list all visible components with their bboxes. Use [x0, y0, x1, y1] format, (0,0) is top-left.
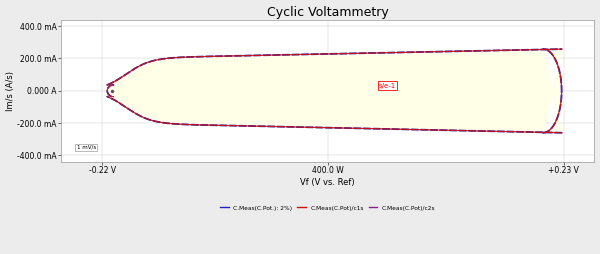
- Text: 1 mV/s: 1 mV/s: [77, 145, 96, 150]
- Title: Cyclic Voltammetry: Cyclic Voltammetry: [267, 6, 389, 19]
- Legend: C.Meas(C.Pot.): 2%), C.Meas(C.Pot)/c1s, C.Meas(C.Pot)/c2s: C.Meas(C.Pot.): 2%), C.Meas(C.Pot)/c1s, …: [218, 203, 438, 213]
- Text: s/e-1: s/e-1: [379, 83, 397, 89]
- X-axis label: Vf (V vs. Ref): Vf (V vs. Ref): [301, 178, 355, 187]
- Polygon shape: [107, 49, 562, 133]
- Y-axis label: Im/s (A/s): Im/s (A/s): [5, 71, 14, 111]
